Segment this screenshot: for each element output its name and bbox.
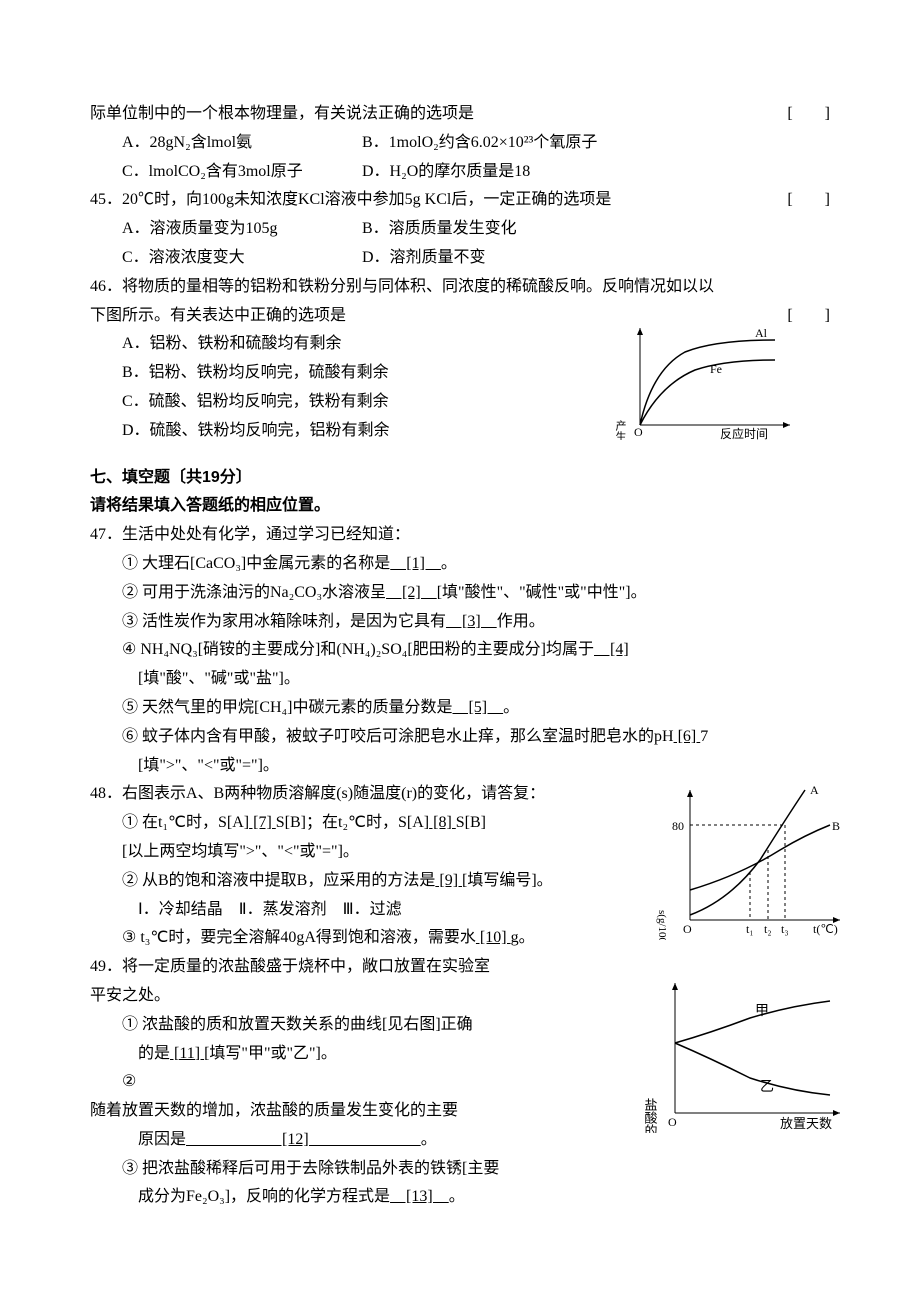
xlabel: 反应时间 — [720, 426, 768, 440]
q46-body: A．铝粉、铁粉和硫酸均有剩余 B．铝粉、铁粉均反响完，硫酸有剩余 C．硫酸、铝粉… — [90, 330, 830, 445]
blank-6: [6] — [674, 728, 701, 745]
q45-row1: A．溶液质量变为105g B．溶质质量发生变化 — [90, 215, 830, 244]
t: 。 — [441, 555, 457, 572]
t: ① 大理石[CaCO₃]中金属元素的名称是 — [122, 555, 390, 572]
lblA: A — [810, 783, 819, 797]
q44-stem-cont: 际单位制中的一个根本物理量，有关说法正确的选项是 [ ] — [90, 100, 830, 129]
t: ③ t₃℃时，要完全溶解40gA得到饱和溶液，需要水 — [122, 929, 476, 946]
lbl-al: Al — [755, 326, 768, 340]
t: ③ 活性炭作为家用冰箱除味剂，是因为它具有 — [122, 613, 446, 630]
t: 。 — [449, 1188, 465, 1205]
blank-11: [11] — [170, 1045, 204, 1062]
sec7-subtitle: 请将结果填入答题纸的相应位置。 — [90, 492, 830, 521]
q49-figure: 甲 乙 O 放置天数 盐酸的质量 — [630, 973, 850, 1133]
ylabel: s(g/100g 水) — [656, 910, 669, 940]
blank-3: [3] — [446, 613, 497, 630]
blank-9: [9] — [435, 872, 462, 889]
q45-C: C．溶液浓度变大 — [122, 244, 362, 273]
xt3: t₃ — [781, 922, 789, 936]
t: ④ NH₄NQ₃[硝铵的主要成分]和(NH₄)₂SO₄[肥田粉的主要成分]均属于 — [122, 641, 594, 658]
q46-stem1: 46．将物质的量相等的铝粉和铁粉分别与同体积、同浓度的稀硫酸反响。反响情况如以以 — [90, 273, 830, 302]
t: 原因是 — [138, 1131, 186, 1148]
t: [填写"甲"或"乙"]。 — [204, 1045, 337, 1062]
q46-stem2: 下图所示。有关表达中正确的选项是 — [90, 307, 346, 324]
lbl-yi: 乙 — [760, 1079, 774, 1095]
t: 成分为Fe₂O₃]，反响的化学方程式是 — [138, 1188, 390, 1205]
t: ② 从B的饱和溶液中提取B，应采用的方法是 — [122, 872, 435, 889]
q49-3b: 成分为Fe₂O₃]，反响的化学方程式是 [13] 。 — [90, 1183, 830, 1212]
blank-4: [4] — [594, 641, 629, 658]
blank-8: [8] — [429, 814, 456, 831]
q47-2: ② 可用于洗涤油污的Na₂CO₃水溶液呈 [2] [填"酸性"、"碱性"或"中性… — [90, 579, 830, 608]
q45-B: B．溶质质量发生变化 — [362, 215, 517, 244]
q49-3a: ③ 把浓盐酸稀释后可用于去除铁制品外表的铁锈[主要 — [90, 1155, 830, 1184]
lblB: B — [832, 819, 840, 833]
xt2: t₂ — [764, 922, 772, 936]
q44-B: B．1molO₂约含6.02×10²³个氧原子 — [362, 129, 597, 158]
q44-C: C．lmolCO₂含有3mol原子 — [122, 158, 362, 187]
blank-13: [13] — [390, 1188, 449, 1205]
q48-figure: 80 A B t₁ t₂ t₃ O t(℃) s(g/100g 水) — [650, 780, 850, 940]
svg-text:O: O — [634, 425, 643, 439]
q45-stem: 45．20℃时，向100g未知浓度KCl溶液中参加5g KCl后，一定正确的选项… — [90, 186, 830, 215]
q49-block: 49．将一定质量的浓盐酸盛于烧杯中，敞口放置在实验室 平安之处。 ① 浓盐酸的质… — [90, 953, 830, 1212]
svg-text:O: O — [668, 1115, 677, 1129]
q44-row1: A．28gN₂含lmol氨 B．1molO₂约含6.02×10²³个氧原子 — [90, 129, 830, 158]
ylabel: 盐酸的质量 — [643, 1098, 658, 1133]
q44-A: A．28gN₂含lmol氨 — [122, 129, 362, 158]
t: ⑥ 蚊子体内含有甲酸，被蚊子叮咬后可涂肥皂水止痒，那么室温时肥皂水的pH — [122, 728, 674, 745]
q47-stem: 47．生活中处处有化学，通过学习已经知道： — [90, 521, 830, 550]
lbl-jia: 甲 — [755, 1004, 769, 1019]
text: 际单位制中的一个根本物理量，有关说法正确的选项是 — [90, 105, 474, 122]
blank-1: [1] — [390, 555, 441, 572]
bracket: [ ] — [787, 100, 830, 129]
text: 45．20℃时，向100g未知浓度KCl溶液中参加5g KCl后，一定正确的选项… — [90, 191, 611, 208]
blank-7: [7] — [249, 814, 276, 831]
t: S[B]；在t₂℃时，S[A] — [276, 814, 429, 831]
q46-figure: Al Fe O 反应时间 产生 H₂ 的质量 — [610, 320, 800, 440]
blank-2: [2] — [386, 584, 437, 601]
q45-D: D．溶剂质量不变 — [362, 244, 486, 273]
lbl-fe: Fe — [710, 362, 722, 376]
blank-5: [5] — [452, 699, 503, 716]
t: ② 可用于洗涤油污的Na₂CO₃水溶液呈 — [122, 584, 386, 601]
yt80: 80 — [672, 819, 684, 833]
t: 。 — [503, 699, 519, 716]
bracket: [ ] — [787, 186, 830, 215]
q47-1: ① 大理石[CaCO₃]中金属元素的名称是 [1] 。 — [90, 550, 830, 579]
ylabel: 产生 H₂ 的质量 — [614, 419, 627, 440]
t: [填写编号]。 — [462, 872, 553, 889]
xlabel: t(℃) — [813, 922, 838, 936]
t: 7 — [700, 728, 708, 745]
sec7-title: 七、填空题〔共19分〕 — [90, 464, 830, 493]
q47-4: ④ NH₄NQ₃[硝铵的主要成分]和(NH₄)₂SO₄[肥田粉的主要成分]均属于… — [90, 636, 830, 665]
t: 的是 — [138, 1045, 170, 1062]
t: 作用。 — [497, 613, 545, 630]
q44-D: D．H₂O的摩尔质量是18 — [362, 158, 530, 187]
q47-3: ③ 活性炭作为家用冰箱除味剂，是因为它具有 [3] 作用。 — [90, 608, 830, 637]
q48-block: 48．右图表示A、B两种物质溶解度(s)随温度(r)的变化，请答复： ① 在t₁… — [90, 780, 830, 953]
q45-row2: C．溶液浓度变大 D．溶剂质量不变 — [90, 244, 830, 273]
t: [填"酸性"、"碱性"或"中性"]。 — [437, 584, 647, 601]
t: ① 在t₁℃时，S[A] — [122, 814, 249, 831]
q47-6b: [填">"、"<"或"="]。 — [90, 752, 830, 781]
blank-12: [12] — [186, 1131, 421, 1148]
q47-6: ⑥ 蚊子体内含有甲酸，被蚊子叮咬后可涂肥皂水止痒，那么室温时肥皂水的pH [6]… — [90, 723, 830, 752]
t: ⑤ 天然气里的甲烷[CH₄]中碳元素的质量分数是 — [122, 699, 452, 716]
q45-A: A．溶液质量变为105g — [122, 215, 362, 244]
q47-4b: [填"酸"、"碱"或"盐"]。 — [90, 665, 830, 694]
q44-row2: C．lmolCO₂含有3mol原子 D．H₂O的摩尔质量是18 — [90, 158, 830, 187]
xlabel: 放置天数 — [780, 1116, 832, 1131]
t: g。 — [511, 929, 535, 946]
t: S[B] — [456, 814, 486, 831]
t: 。 — [421, 1131, 437, 1148]
svg-text:O: O — [683, 922, 692, 936]
xt1: t₁ — [746, 922, 754, 936]
blank-10: [10] — [476, 929, 511, 946]
q47-5: ⑤ 天然气里的甲烷[CH₄]中碳元素的质量分数是 [5] 。 — [90, 694, 830, 723]
